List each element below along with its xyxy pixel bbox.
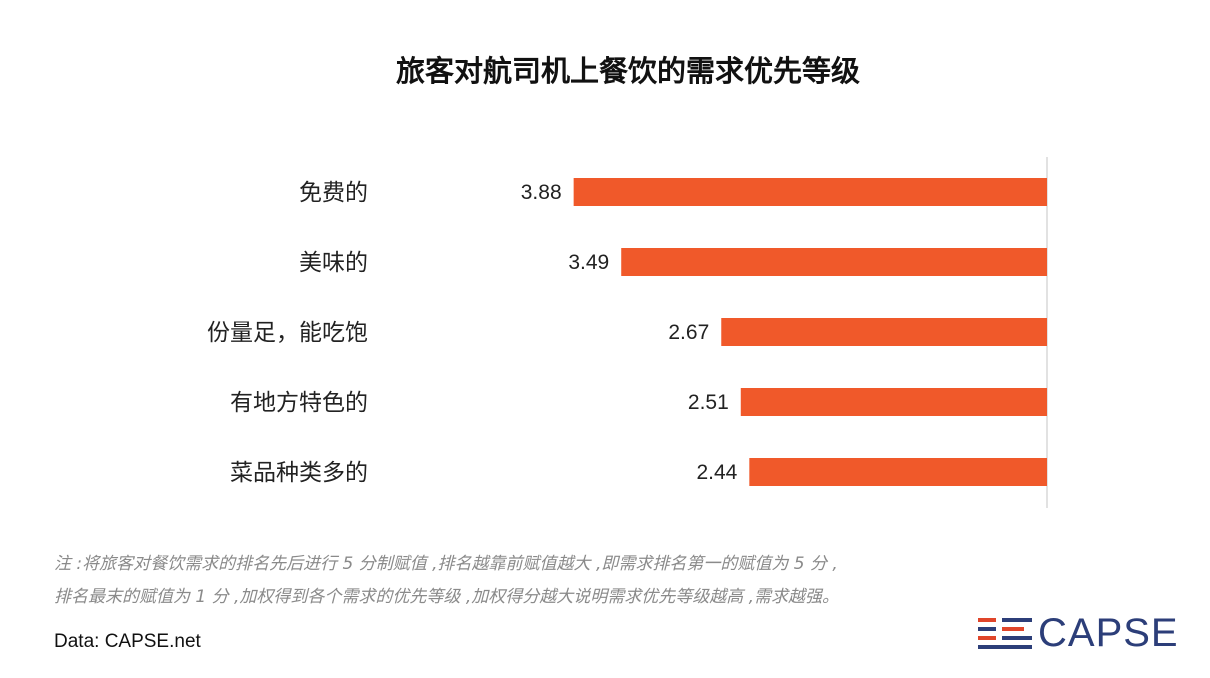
bar-3 [721,318,1047,346]
value-label-2: 3.49 [568,251,609,274]
bar-chart: 3.88 免费的 3.49 美味的 2.67 份量足，能吃饱 2.51 有地方特色的 2.44 菜… [207,157,1048,508]
category-label-3: 份量足，能吃饱 [207,320,368,346]
chart-marks: 3.88 免费的 3.49 美味的 2.67 份量足，能吃饱 2.51 有地方特色的 2.44 菜… [207,178,1047,486]
chart-title: 旅客对航司机上餐饮的需求优先等级 [395,54,860,88]
bar-5 [749,458,1047,486]
value-label-3: 2.67 [668,321,709,344]
value-label-1: 3.88 [521,181,562,204]
data-source: Data: CAPSE.net [54,631,201,652]
value-label-4: 2.51 [688,391,729,414]
category-label-5: 菜品种类多的 [230,460,368,486]
bar-1 [573,178,1047,206]
category-label-1: 免费的 [299,180,368,206]
footnote: 注 :将旅客对餐饮需求的排名先后进行 5 分制赋值 ,排名越靠前赋值越大 ,即需… [54,548,1014,614]
logo-mark-icon [978,618,1032,649]
category-label-4: 有地方特色的 [230,390,368,416]
footnote-line-2: 排名最末的赋值为 1 分 ,加权得到各个需求的优先等级 ,加权得分越大说明需求优… [54,587,840,607]
footnote-line-1: 注 :将旅客对餐饮需求的排名先后进行 5 分制赋值 ,排名越靠前赋值越大 ,即需… [54,554,838,574]
capse-logo: CAPSE [976,610,1186,658]
bar-4 [740,388,1047,416]
logo-wordmark: CAPSE [1038,611,1179,655]
category-label-2: 美味的 [299,250,368,276]
bar-2 [621,248,1047,276]
value-label-5: 2.44 [696,461,737,484]
